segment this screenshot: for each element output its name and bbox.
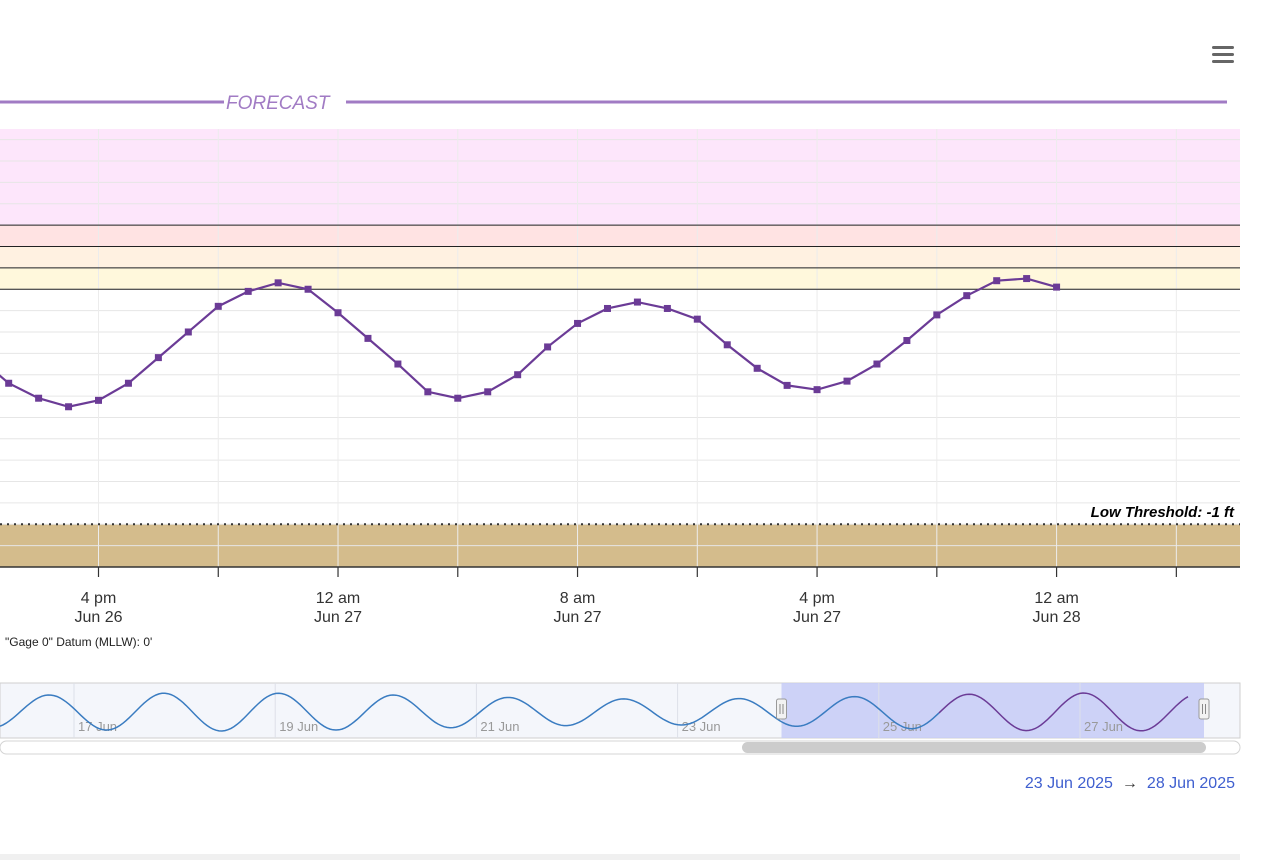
x-tick-label-time: 4 pm (81, 590, 117, 607)
data-point[interactable] (274, 279, 282, 287)
navigator-tick-label: 27 Jun (1084, 719, 1123, 734)
data-point[interactable] (663, 304, 671, 312)
data-point[interactable] (574, 319, 582, 327)
data-point[interactable] (124, 379, 132, 387)
navigator-observed-line (0, 692, 940, 732)
data-point[interactable] (514, 371, 522, 379)
data-point[interactable] (843, 377, 851, 385)
low-threshold-label: Low Threshold: -1 ft (1091, 504, 1235, 521)
data-point[interactable] (993, 277, 1001, 285)
threshold-bands (0, 129, 1240, 567)
band-moderate (0, 225, 1240, 247)
navigator-handle-left[interactable] (776, 698, 787, 720)
series-line (0, 277, 1057, 408)
navigator-tick-label: 19 Jun (279, 719, 318, 734)
navigator[interactable]: 17 Jun 19 Jun 21 Jun 23 Jun 25 Jun 27 Jun (0, 682, 1241, 755)
x-tick-label-time: 8 am (560, 590, 596, 607)
data-point[interactable] (364, 334, 372, 342)
bottom-strip (0, 854, 1240, 860)
data-point[interactable] (454, 394, 462, 402)
data-point[interactable] (244, 287, 252, 295)
band-borders (0, 224, 1240, 526)
data-point[interactable] (484, 388, 492, 396)
navigator-forecast-line (938, 692, 1189, 732)
data-point[interactable] (544, 343, 552, 351)
navigator-handle-right[interactable] (1198, 698, 1210, 720)
data-point[interactable] (35, 394, 43, 402)
data-point[interactable] (933, 311, 941, 319)
data-point[interactable] (963, 292, 971, 300)
data-point[interactable] (1053, 283, 1061, 291)
x-tick-label-time: 12 am (316, 590, 360, 607)
data-point[interactable] (5, 379, 13, 387)
data-point[interactable] (95, 396, 102, 404)
data-point[interactable] (753, 364, 761, 372)
x-tick-label-date: Jun 27 (554, 609, 602, 626)
datum-note: "Gage 0" Datum (MLLW): 0' (5, 635, 152, 649)
data-point[interactable] (184, 328, 192, 336)
data-point[interactable] (813, 386, 821, 394)
date-range-arrow-icon: → (1121, 775, 1138, 792)
data-point[interactable] (154, 354, 162, 362)
data-point[interactable] (394, 360, 402, 368)
data-point[interactable] (723, 341, 731, 349)
x-tick-label-date: Jun 27 (793, 609, 841, 626)
date-range-to[interactable]: 28 Jun 2025 (1146, 775, 1235, 792)
date-range: 23 Jun 2025 → 28 Jun 2025 (1025, 775, 1235, 793)
data-point[interactable] (603, 304, 611, 312)
x-tick-label-date: Jun 28 (1033, 609, 1081, 626)
x-tick-label-date: Jun 27 (314, 609, 362, 626)
data-point[interactable] (873, 360, 881, 368)
series-layer (0, 275, 1061, 411)
navigator-tick-label: 23 Jun (682, 719, 721, 734)
navigator-tick-label: 17 Jun (78, 719, 117, 734)
band-minor (0, 246, 1240, 268)
data-point[interactable] (633, 298, 641, 306)
x-tick-label-time: 12 am (1034, 590, 1078, 607)
x-tick-label-time: 4 pm (799, 590, 835, 607)
data-point[interactable] (214, 302, 222, 310)
forecast-label: FORECAST (226, 93, 331, 114)
x-axis: 4 pm Jun 26 12 am Jun 27 8 am Jun 27 4 pm Jun 2… (0, 566, 1240, 626)
data-point[interactable] (334, 309, 342, 317)
band-action (0, 267, 1240, 290)
data-point[interactable] (783, 381, 791, 389)
data-point[interactable] (693, 315, 701, 323)
x-tick-label-date: Jun 26 (74, 609, 122, 626)
navigator-selection[interactable] (781, 683, 1205, 738)
scrollbar-thumb[interactable] (742, 742, 1206, 753)
data-point[interactable] (903, 337, 911, 345)
date-range-from[interactable]: 23 Jun 2025 (1024, 775, 1113, 792)
navigator-tick-label: 21 Jun (480, 719, 519, 734)
band-major (0, 129, 1240, 226)
data-point[interactable] (304, 285, 312, 293)
hamburger-menu-icon[interactable] (1206, 40, 1240, 70)
data-point[interactable] (1023, 275, 1031, 283)
data-point[interactable] (424, 388, 432, 396)
data-point[interactable] (65, 403, 73, 411)
